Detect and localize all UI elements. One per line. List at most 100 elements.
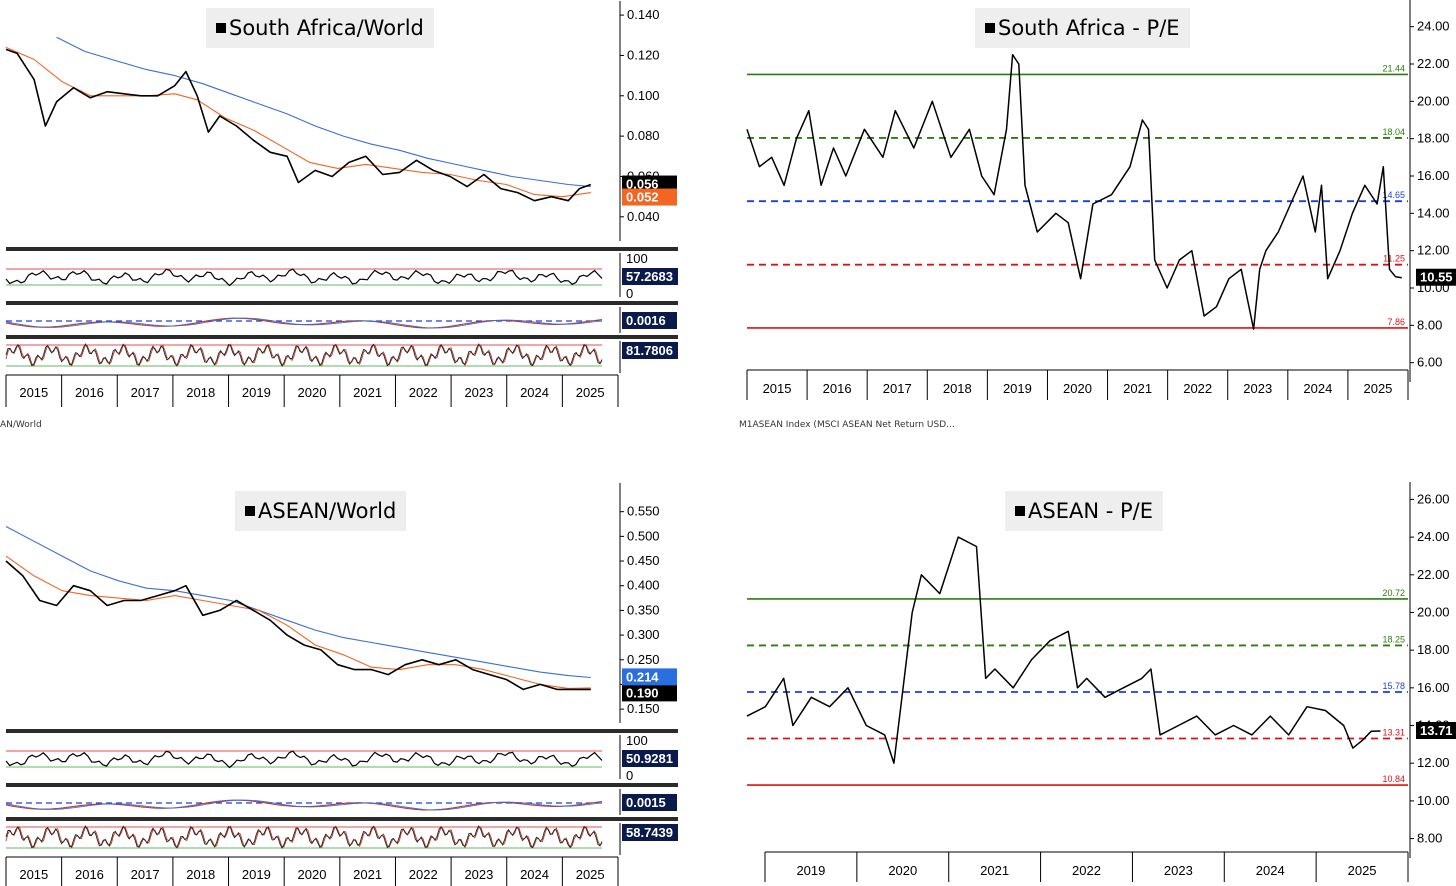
sa_pe-y-tick-label: 8.00 bbox=[1417, 317, 1442, 332]
sa_world-stoch-tag: 81.7806 bbox=[626, 343, 673, 358]
sa_world-y-tick-label: 0.140 bbox=[627, 7, 660, 22]
asean_world-stoch-tag: 58.7439 bbox=[626, 825, 673, 840]
sa_pe-y-tick-label: 12.00 bbox=[1417, 243, 1450, 258]
asean_world-y-tick-label: 0.500 bbox=[627, 528, 660, 543]
asean_world-x-tick-label: 2024 bbox=[520, 867, 549, 882]
asean_pe-y-tick-label: 8.00 bbox=[1417, 831, 1442, 846]
sa_world-x-tick-label: 2017 bbox=[131, 385, 160, 400]
sa_pe-level-label: 21.44 bbox=[1382, 63, 1405, 73]
sa_pe-y-tick-label: 16.00 bbox=[1417, 168, 1450, 183]
asean_world-x-tick-label: 2025 bbox=[576, 867, 605, 882]
sa_pe-y-tick-label: 22.00 bbox=[1417, 56, 1450, 71]
asean_world-x-tick-label: 2015 bbox=[19, 867, 48, 882]
asean_world-series-price bbox=[5, 560, 591, 691]
asean_pe-y-tick-label: 12.00 bbox=[1417, 755, 1450, 770]
asean_pe-x-tick-label: 2024 bbox=[1256, 863, 1285, 878]
asean_world-x-tick-label: 2021 bbox=[353, 867, 382, 882]
sa_world-x-tick-label: 2015 bbox=[19, 385, 48, 400]
sa_pe-x-tick-label: 2023 bbox=[1243, 381, 1272, 396]
sa_world-separator bbox=[6, 301, 678, 305]
asean_world-rsi-tick: 100 bbox=[626, 733, 648, 748]
title-text: ASEAN/World bbox=[258, 499, 397, 523]
asean_world-y-tick-label: 0.350 bbox=[627, 602, 660, 617]
asean_world-separator bbox=[6, 729, 678, 733]
sa_world-stoch-line bbox=[5, 343, 603, 367]
sa_world-macd-signal bbox=[5, 317, 603, 329]
sa_pe-last-tag-bg bbox=[1416, 268, 1456, 286]
sa_world-macd-tag-bg bbox=[622, 312, 677, 329]
sa_world-series-price bbox=[5, 48, 592, 202]
asean_world-y-tick-label: 0.250 bbox=[627, 652, 660, 667]
asean_world-separator bbox=[6, 783, 678, 787]
asean_pe-y-tick-label: 22.00 bbox=[1417, 567, 1450, 582]
asean_pe-y-tick-label: 20.00 bbox=[1417, 604, 1450, 619]
sa_pe-y-tick-label: 6.00 bbox=[1417, 355, 1442, 370]
caption-right: M1ASEAN Index (MSCI ASEAN Net Return USD… bbox=[739, 420, 955, 430]
sa_pe-x-tick-label: 2017 bbox=[883, 381, 912, 396]
asean_pe-y-tick-label: 18.00 bbox=[1417, 642, 1450, 657]
asean_world-ma-tag-bg bbox=[622, 668, 677, 686]
sa_world-last-tag: 0.056 bbox=[626, 177, 659, 192]
sa_pe-x-tick-label: 2022 bbox=[1183, 381, 1212, 396]
sa_world-rsi-tick: 100 bbox=[626, 251, 648, 266]
sa_world-separator bbox=[6, 247, 678, 251]
asean_pe-y-tick-label: 26.00 bbox=[1417, 491, 1450, 506]
asean_pe-x-tick-label: 2023 bbox=[1164, 863, 1193, 878]
sa_world-y-tick-label: 0.080 bbox=[627, 128, 660, 143]
sa_world-x-tick-label: 2016 bbox=[75, 385, 104, 400]
asean_world-x-tick-label: 2017 bbox=[131, 867, 160, 882]
legend-square-icon bbox=[1015, 506, 1025, 516]
sa_world-x-tick-label: 2024 bbox=[520, 385, 549, 400]
title-sa-world: South Africa/World bbox=[206, 8, 434, 48]
asean_world-macd-tag-bg bbox=[622, 794, 677, 811]
sa_pe-level-label: 18.04 bbox=[1382, 127, 1405, 137]
sa_world-ma-tag: 0.052 bbox=[626, 190, 659, 205]
sa_world-rsi-tag-bg bbox=[622, 268, 678, 285]
sa_pe-level-label: 14.65 bbox=[1382, 190, 1405, 200]
legend-square-icon bbox=[245, 506, 255, 516]
asean_world-y-tick-label: 0.450 bbox=[627, 553, 660, 568]
asean_pe-level-label: 20.72 bbox=[1382, 588, 1405, 598]
sa_world-stoch-tag-bg bbox=[622, 342, 678, 359]
asean_world-stoch-line bbox=[5, 825, 603, 849]
asean_world-separator bbox=[6, 817, 678, 821]
sa_world-last-tag-bg bbox=[622, 175, 677, 193]
asean_world-x-tick-label: 2020 bbox=[298, 867, 327, 882]
sa_world-rsi-tag: 57.2683 bbox=[626, 269, 673, 284]
sa_world-x-tick-label: 2023 bbox=[464, 385, 493, 400]
asean_world-macd-tag: 0.0015 bbox=[626, 795, 666, 810]
sa_pe-last-tag: 10.55 bbox=[1420, 270, 1453, 285]
sa_world-y-tick-label: 0.100 bbox=[627, 88, 660, 103]
asean_world-ma-tag: 0.214 bbox=[626, 669, 659, 684]
sa_world-rsi-line bbox=[5, 268, 603, 287]
asean_pe-y-tick-label: 16.00 bbox=[1417, 680, 1450, 695]
asean_pe-x-tick-label: 2025 bbox=[1348, 863, 1377, 878]
legend-square-icon bbox=[985, 23, 995, 33]
title-asean-world: ASEAN/World bbox=[235, 491, 407, 531]
asean_world-x-tick-label: 2022 bbox=[409, 867, 438, 882]
asean_pe-level-label: 10.84 bbox=[1382, 774, 1405, 784]
title-text: South Africa/World bbox=[229, 16, 424, 40]
sa_pe-x-tick-label: 2024 bbox=[1303, 381, 1332, 396]
title-sa-pe: South Africa - P/E bbox=[975, 8, 1190, 48]
asean_world-last-tag-bg bbox=[622, 684, 677, 702]
sa_world-x-tick-label: 2022 bbox=[409, 385, 438, 400]
title-asean-pe: ASEAN - P/E bbox=[1005, 491, 1163, 531]
sa_world-series-ma_blue bbox=[56, 36, 591, 188]
asean_pe-x-tick-label: 2021 bbox=[980, 863, 1009, 878]
sa_world-separator bbox=[6, 335, 678, 339]
asean_pe-last-tag-bg bbox=[1416, 721, 1456, 739]
sa_pe-x-tick-label: 2018 bbox=[943, 381, 972, 396]
sa_world-x-tick-label: 2025 bbox=[576, 385, 605, 400]
sa_pe-x-tick-label: 2025 bbox=[1363, 381, 1392, 396]
asean_world-x-tick-label: 2016 bbox=[75, 867, 104, 882]
sa_pe-y-tick-label: 24.00 bbox=[1417, 19, 1450, 34]
legend-square-icon bbox=[216, 23, 226, 33]
asean_pe-x-tick-label: 2019 bbox=[796, 863, 825, 878]
asean_world-y-tick-label: 0.300 bbox=[627, 627, 660, 642]
asean_world-x-tick-label: 2023 bbox=[464, 867, 493, 882]
sa_pe-x-tick-label: 2016 bbox=[823, 381, 852, 396]
asean_world-stoch-signal bbox=[5, 825, 603, 849]
asean_world-series-ma_blue bbox=[5, 526, 591, 679]
